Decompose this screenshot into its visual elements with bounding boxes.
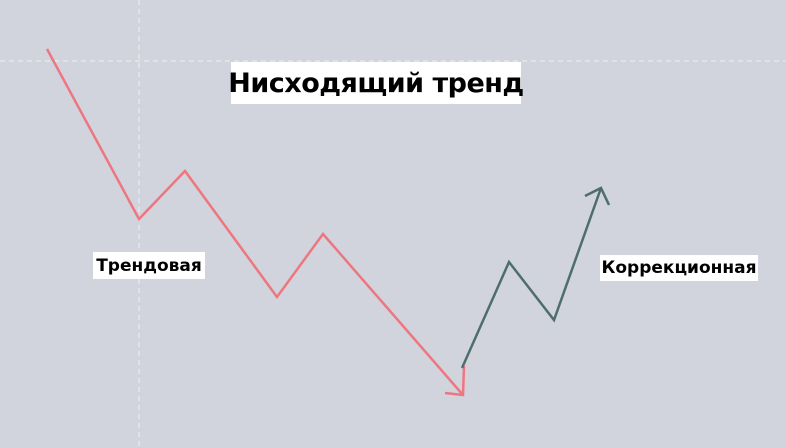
correction-arrowhead-icon	[584, 186, 611, 206]
diagram-title: Нисходящий тренд	[228, 62, 524, 104]
correction-wave-label: Коррекционная	[600, 255, 758, 281]
trend-arrowhead-icon	[444, 365, 466, 397]
trend-wave-line	[45, 48, 464, 396]
correction-wave-line	[460, 187, 603, 369]
trend-wave-label: Трендовая	[93, 252, 205, 279]
